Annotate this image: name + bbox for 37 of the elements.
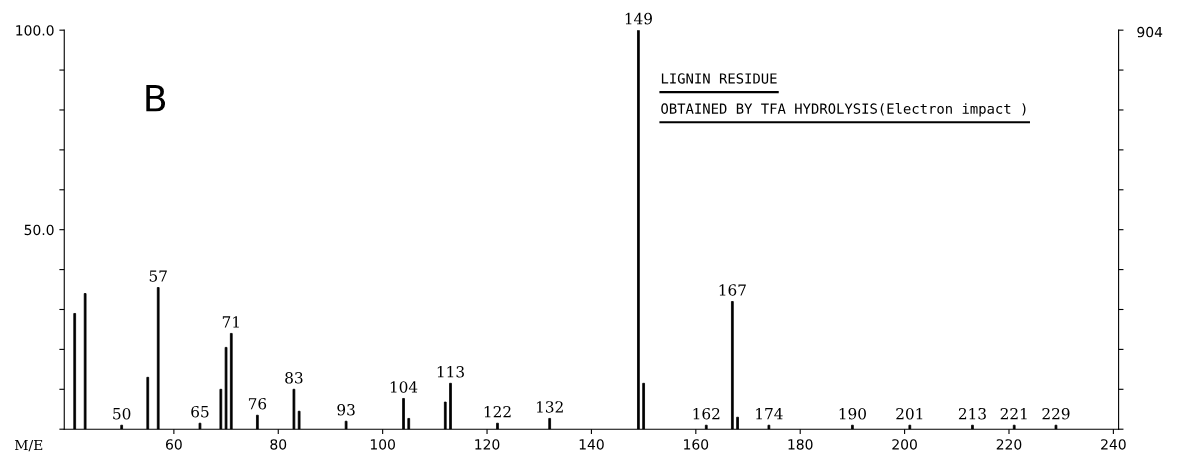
annotation: 113 <box>437 366 464 378</box>
annotation: B <box>146 85 166 112</box>
annotation: 132 <box>536 401 563 413</box>
x-tick-label: 140 <box>579 439 604 450</box>
x-tick-label: 80 <box>270 439 287 450</box>
annotation: 162 <box>693 407 720 420</box>
annotation: 83 <box>285 372 303 384</box>
annotation: 104 <box>390 381 418 393</box>
annotation: 76 <box>248 397 267 410</box>
annotation: 221 <box>1000 407 1027 420</box>
x-axis-title: M/E <box>14 439 43 452</box>
x-tick-label: 120 <box>475 439 500 450</box>
x-tick-label: 240 <box>1101 439 1126 450</box>
x-tick-label: 160 <box>684 439 709 450</box>
annotation: 50 <box>113 407 131 420</box>
annotation: 229 <box>1042 407 1070 420</box>
annotation: 65 <box>191 405 209 418</box>
annotation: 71 <box>222 316 239 328</box>
y-tick-label: 50.0 <box>24 224 54 236</box>
x-tick-label: 200 <box>892 439 917 450</box>
annotation: OBTAINED BY TFA HYDROLYSIS(Electron impact ) <box>661 103 1026 117</box>
y-tick-label: 100.0 <box>16 25 54 36</box>
annotation: 149 <box>625 12 652 25</box>
annotation: 174 <box>756 407 783 420</box>
annotation: 201 <box>896 407 923 420</box>
x-tick-label: 180 <box>788 439 813 450</box>
text: 904 <box>1137 26 1163 38</box>
annotation: LIGNIN RESIDUE <box>661 73 777 84</box>
annotation: 167 <box>719 284 746 296</box>
x-tick-label: 100 <box>370 439 395 450</box>
annotation: 93 <box>337 403 355 416</box>
x-tick-label: 60 <box>166 439 182 450</box>
x-tick-label: 220 <box>996 439 1022 450</box>
annotation: 190 <box>839 407 866 420</box>
annotation: 57 <box>149 270 167 282</box>
annotation: 122 <box>484 405 511 418</box>
annotation: 213 <box>958 407 986 420</box>
